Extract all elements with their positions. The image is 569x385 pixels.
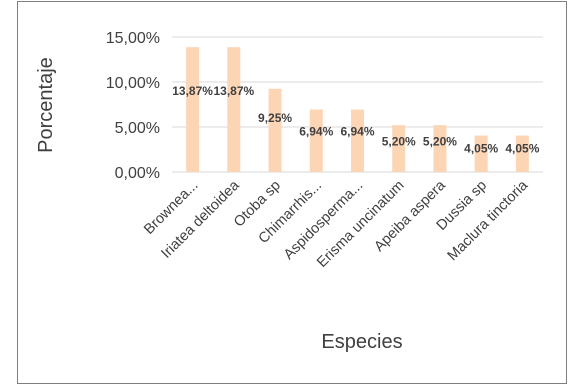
bar <box>351 109 364 172</box>
data-label: 13,87% <box>213 84 254 98</box>
y-tick-label: 5,00% <box>115 120 160 137</box>
y-axis-ticks: 0,00% 5,00% 10,00% 15,00% <box>106 30 160 182</box>
data-label: 5,20% <box>382 135 416 149</box>
data-label: 4,05% <box>464 141 498 155</box>
data-label: 6,94% <box>299 124 333 138</box>
y-tick-label: 10,00% <box>106 75 160 92</box>
y-axis-title: Porcentaje <box>35 57 57 153</box>
y-tick-label: 0,00% <box>115 165 160 182</box>
bar <box>227 47 241 172</box>
bar <box>309 109 323 172</box>
x-tick-label: Apeiba aspera <box>371 177 449 255</box>
chart-frame <box>17 1 567 384</box>
bar <box>433 125 447 172</box>
data-labels: 13,87% 13,87% 9,25% 6,94% 6,94% 5,20% 5,20% 4,0… <box>172 84 539 155</box>
data-label: 4,05% <box>505 141 539 155</box>
data-label: 9,25% <box>258 111 292 125</box>
data-label: 13,87% <box>172 84 213 98</box>
y-tick-label: 15,00% <box>106 30 160 47</box>
bar <box>515 135 529 172</box>
data-label: 5,20% <box>423 135 457 149</box>
bar <box>186 47 200 172</box>
bar <box>474 135 488 172</box>
bar <box>392 125 406 172</box>
bar <box>268 88 282 172</box>
data-label: 6,94% <box>340 124 374 138</box>
bars <box>186 47 529 172</box>
x-axis-title: Especies <box>321 331 402 353</box>
